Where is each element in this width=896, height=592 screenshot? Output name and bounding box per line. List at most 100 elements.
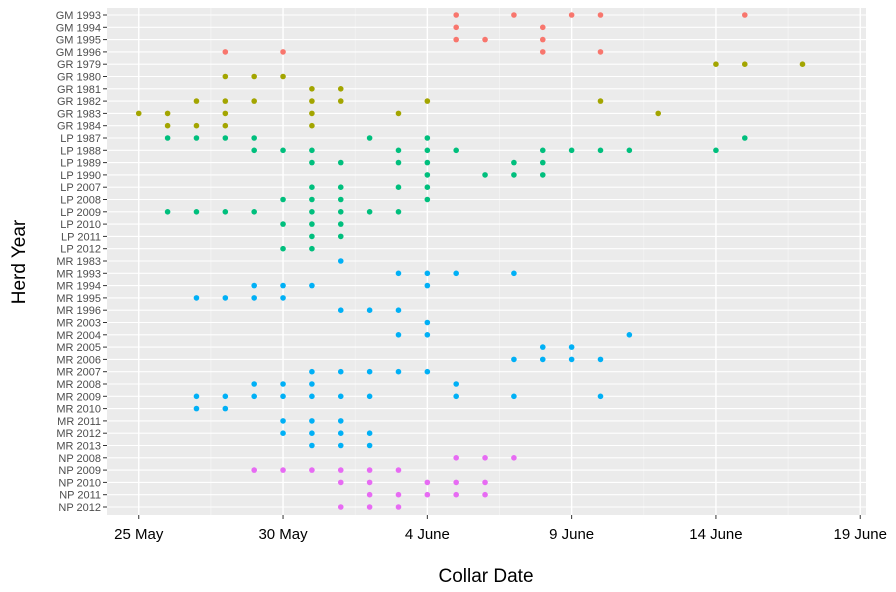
data-point: [309, 430, 315, 437]
y-tick-label: LP 1988: [60, 145, 101, 157]
data-point: [366, 368, 373, 375]
data-point: [366, 442, 373, 449]
y-tick-label: MR 2006: [56, 354, 101, 366]
data-point: [366, 430, 373, 437]
data-point: [424, 282, 431, 289]
data-point: [337, 258, 344, 264]
y-tick-label: GM 1996: [56, 47, 101, 59]
data-point: [568, 356, 575, 363]
data-point: [309, 418, 315, 424]
data-point: [309, 196, 315, 203]
data-point: [337, 393, 344, 400]
data-point: [626, 332, 633, 338]
data-point: [280, 393, 286, 400]
x-axis-title: Collar Date: [438, 566, 533, 587]
data-point: [309, 110, 315, 117]
data-point: [741, 135, 748, 141]
data-point: [309, 221, 315, 227]
data-point: [222, 295, 229, 301]
x-tick-label: 9 June: [549, 526, 594, 543]
data-point: [251, 467, 257, 473]
data-point: [337, 233, 344, 240]
data-point: [395, 504, 402, 510]
data-point: [453, 491, 459, 498]
y-tick-label: MR 1993: [56, 268, 101, 280]
data-point: [280, 381, 286, 387]
data-point: [366, 307, 373, 314]
data-point: [395, 467, 402, 473]
y-tick-label: LP 1989: [60, 158, 101, 170]
data-point: [337, 307, 344, 314]
y-tick-label: GR 1981: [57, 84, 101, 96]
data-point: [251, 209, 257, 215]
data-point: [309, 282, 315, 289]
data-point: [568, 147, 575, 154]
y-tick-label: MR 2007: [56, 367, 101, 379]
data-point: [539, 356, 546, 363]
data-point: [222, 49, 229, 55]
data-point: [511, 356, 517, 363]
data-point: [539, 172, 546, 178]
data-point: [539, 344, 546, 350]
data-point: [568, 12, 575, 18]
x-tick-label: 30 May: [258, 526, 308, 543]
data-point: [309, 159, 315, 166]
data-point: [193, 393, 200, 400]
data-point: [280, 282, 286, 289]
x-tick-label: 14 June: [689, 526, 742, 543]
data-point: [366, 209, 373, 215]
data-point: [539, 147, 546, 154]
data-point: [337, 368, 344, 375]
y-tick-label: GR 1984: [57, 121, 101, 133]
data-point: [539, 36, 546, 43]
data-point: [511, 12, 517, 18]
y-tick-label: LP 2008: [60, 195, 101, 207]
data-point: [280, 295, 286, 301]
data-point: [309, 442, 315, 449]
data-point: [366, 479, 373, 486]
data-point: [280, 467, 286, 473]
data-point: [193, 135, 200, 141]
data-point: [424, 196, 431, 203]
data-point: [280, 430, 286, 437]
data-point: [366, 393, 373, 400]
data-point: [568, 344, 575, 350]
data-point: [366, 504, 373, 510]
data-point: [597, 356, 604, 363]
data-point: [741, 12, 748, 18]
data-point: [366, 135, 373, 141]
y-tick-label: GR 1980: [57, 72, 101, 84]
data-point: [193, 122, 200, 129]
data-point: [395, 209, 402, 215]
y-tick-label: NP 2011: [59, 490, 101, 502]
y-tick-label: MR 2004: [56, 330, 101, 342]
y-tick-label: MR 2013: [56, 441, 101, 453]
y-tick-label: LP 2012: [60, 244, 101, 256]
y-tick-label: GR 1979: [57, 59, 101, 71]
data-point: [482, 479, 488, 486]
data-point: [337, 504, 344, 510]
y-tick-label: NP 2012: [58, 502, 101, 514]
data-point: [251, 98, 257, 104]
data-point: [597, 393, 604, 400]
data-point: [309, 147, 315, 154]
data-point: [222, 98, 229, 104]
data-point: [597, 49, 604, 55]
data-point: [453, 381, 459, 387]
y-tick-label: MR 2005: [56, 342, 101, 354]
data-point: [482, 455, 488, 461]
data-point: [280, 245, 286, 252]
y-tick-label: GM 1993: [56, 10, 101, 22]
data-point: [280, 49, 286, 55]
data-point: [193, 405, 200, 412]
data-point: [251, 381, 257, 387]
y-tick-label: MR 2003: [56, 318, 101, 330]
data-point: [482, 36, 488, 43]
data-point: [309, 86, 315, 92]
data-point: [597, 147, 604, 154]
x-tick-label: 19 June: [834, 526, 887, 543]
y-tick-label: LP 2011: [61, 231, 101, 243]
data-point: [337, 430, 344, 437]
